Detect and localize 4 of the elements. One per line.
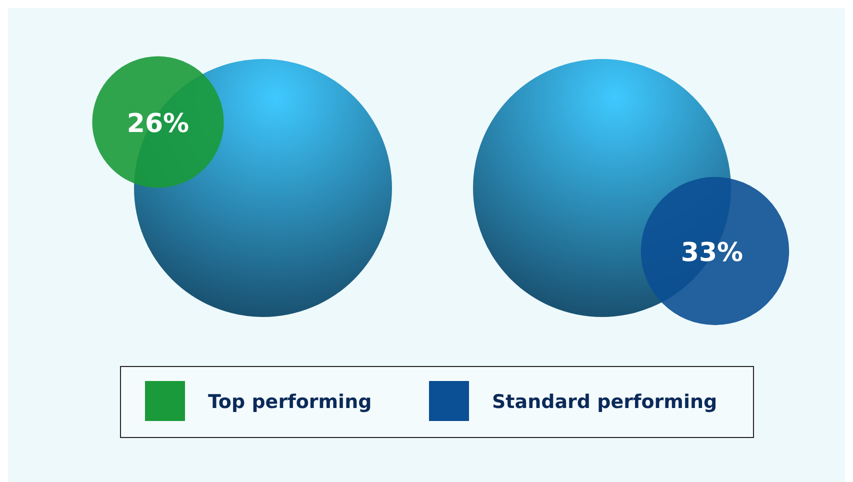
category-label: Standard performing [492,391,718,413]
category-label: Top performing [208,391,372,413]
data-label: 33% [680,238,744,268]
data-label: 26% [126,109,190,139]
